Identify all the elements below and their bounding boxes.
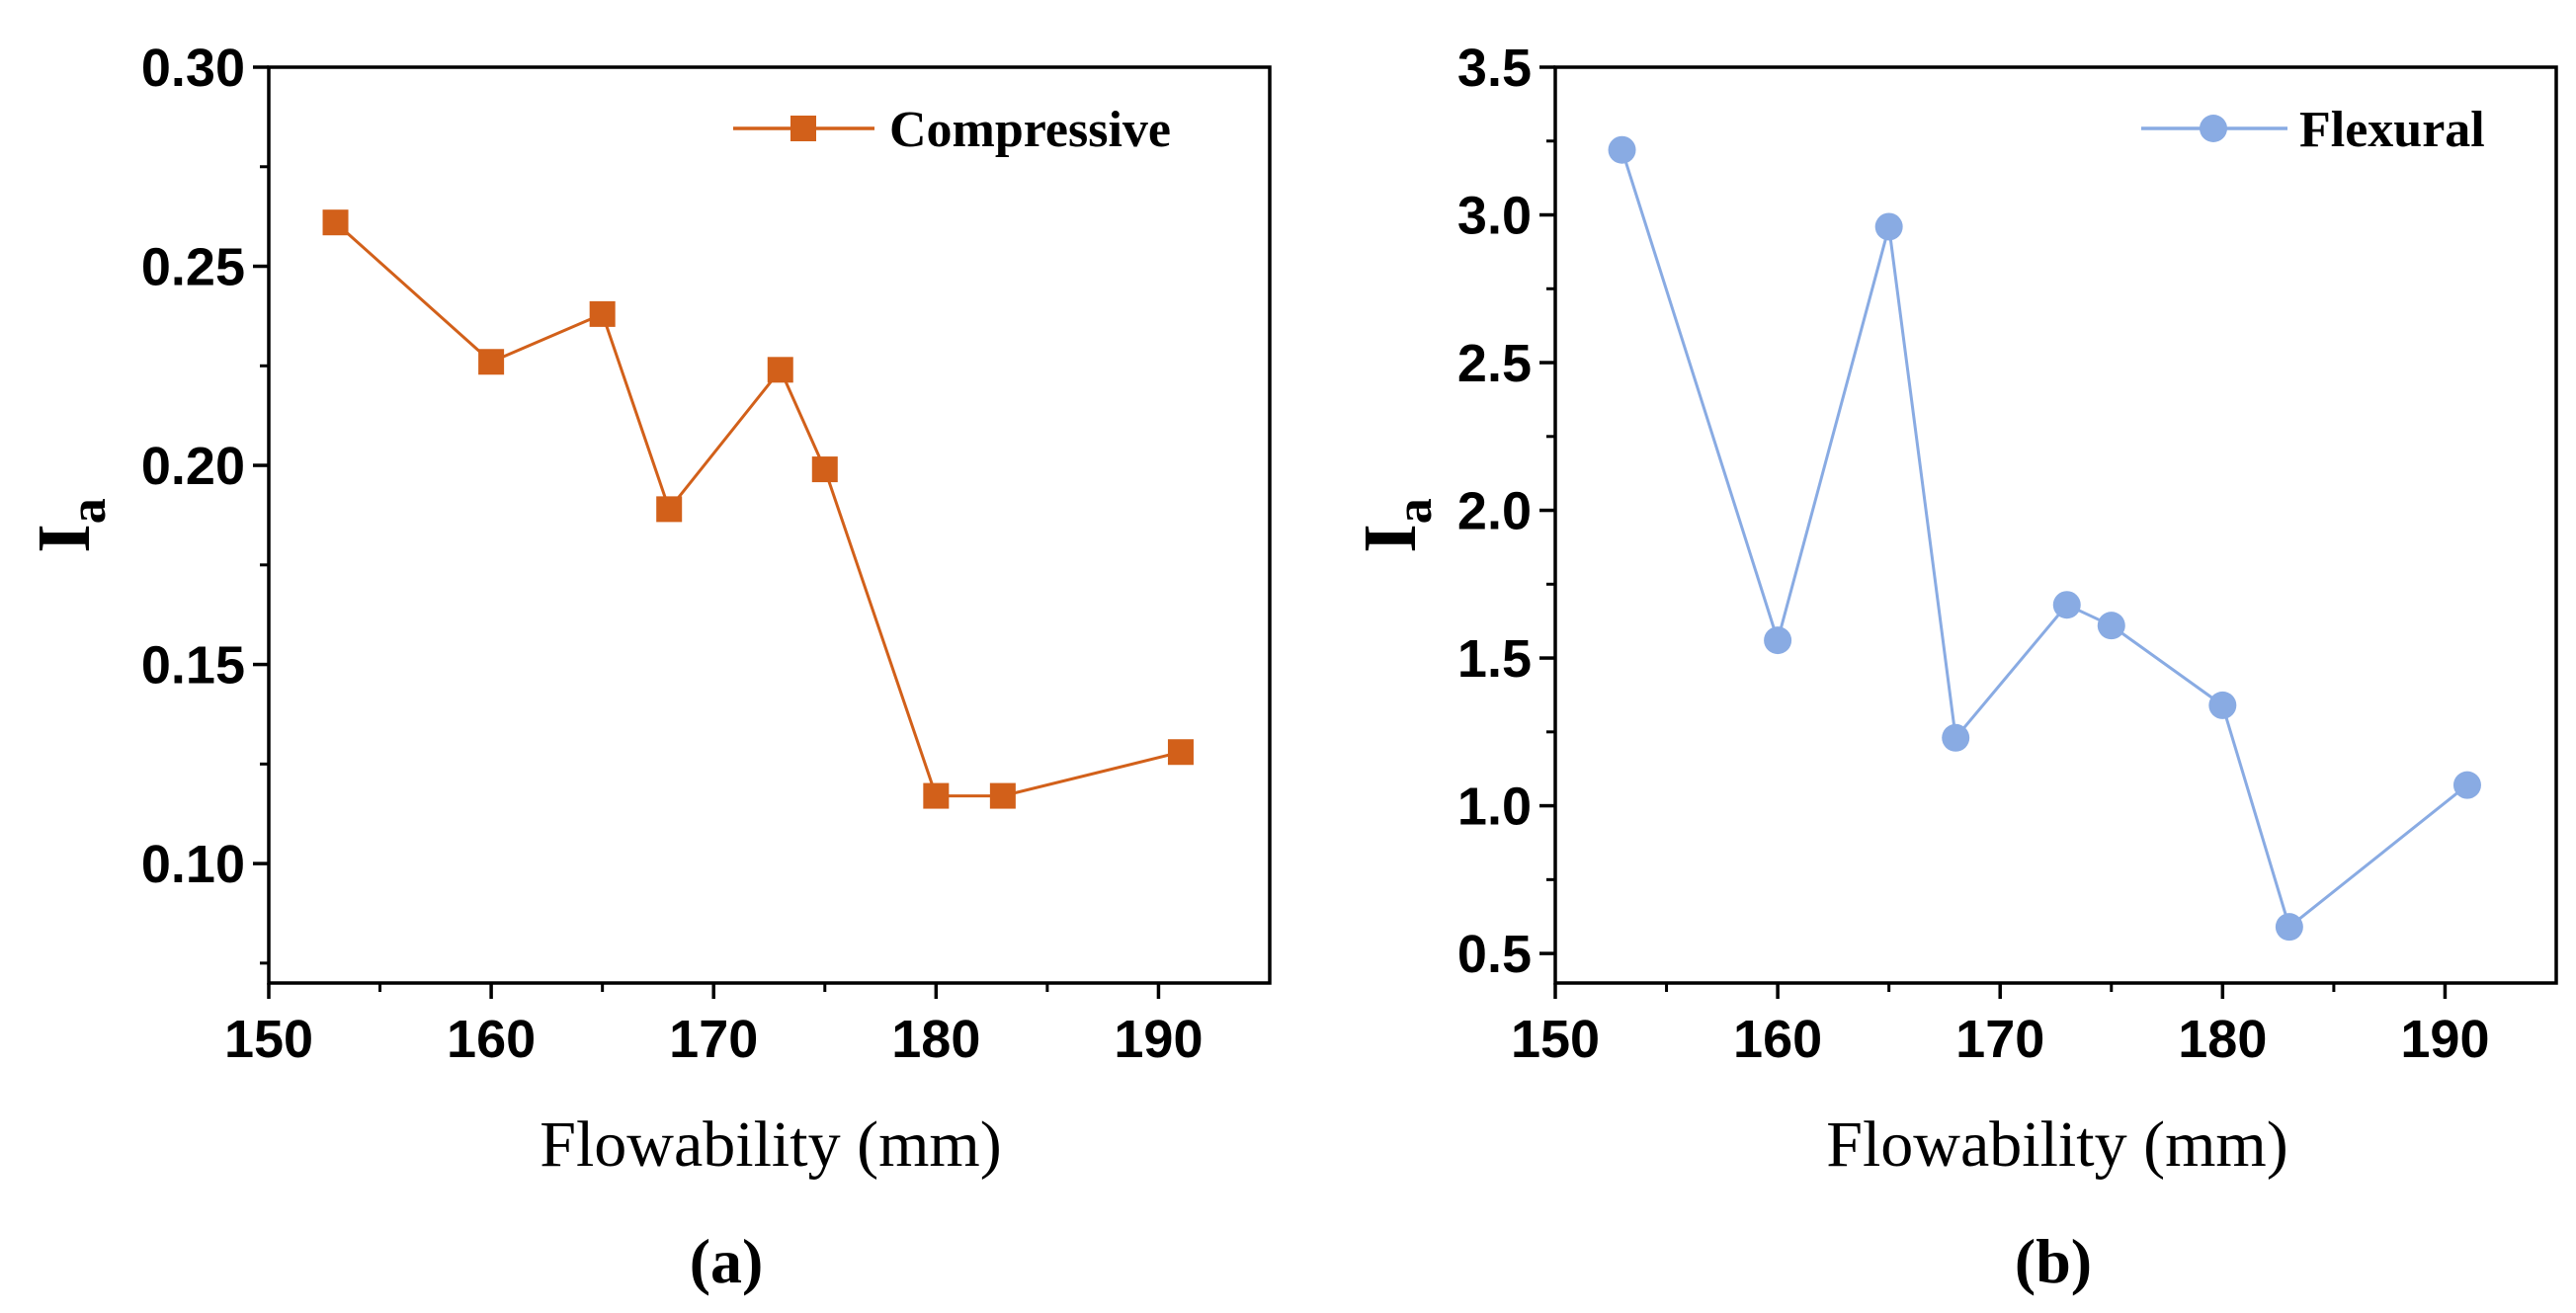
x-tick-label: 150 [1511, 1010, 1600, 1069]
data-point [2275, 913, 2303, 942]
x-tick-label: 160 [1733, 1010, 1822, 1069]
data-point [656, 496, 683, 523]
y-tick-label: 2.0 [1457, 482, 1532, 541]
legend-b: Flexural [2141, 102, 2485, 158]
chart-panel-b: 150 160 170 180 190 0.5 1.0 1.5 2.0 2.5 3.0 3.5 Fl… [1349, 39, 2558, 1296]
legend-marker-compressive [790, 116, 816, 141]
x-tick-label: 180 [2178, 1010, 2267, 1069]
data-point [1942, 723, 1970, 752]
plot-frame-a [267, 65, 1272, 985]
x-tick-label: 150 [224, 1010, 313, 1069]
y-tick-label: 0.10 [141, 835, 245, 894]
x-axis-ticks-a: 150 160 170 180 190 [224, 983, 1203, 1069]
x-tick-label: 160 [447, 1010, 536, 1069]
y-tick-label: 0.30 [141, 39, 245, 98]
x-tick-label: 190 [1114, 1010, 1203, 1069]
x-tick-label: 190 [2400, 1010, 2489, 1069]
x-tick-label: 170 [1955, 1010, 2044, 1069]
data-point [2452, 771, 2481, 799]
y-axis-label-sub-b: a [1386, 498, 1443, 524]
legend-marker-flexural [2200, 115, 2227, 142]
x-axis-label-b: Flowability (mm) [1826, 1108, 2287, 1181]
series-group-a [322, 209, 1194, 809]
data-point [1608, 135, 1636, 164]
y-tick-label: 3.5 [1457, 39, 1532, 98]
data-point [811, 456, 838, 483]
y-tick-label: 1.5 [1457, 629, 1532, 689]
data-point [2052, 591, 2081, 619]
y-axis-label-main-b: I [1349, 524, 1432, 553]
y-tick-label: 0.20 [141, 437, 245, 496]
panel-label-b: (b) [2015, 1226, 2092, 1296]
series-line-flexural [1620, 149, 2468, 929]
x-axis-label-a: Flowability (mm) [540, 1108, 1001, 1181]
data-point [589, 300, 616, 327]
data-point [2208, 691, 2237, 719]
y-axis-label-b: Ia [1349, 498, 1443, 553]
y-axis-label-main-a: I [23, 524, 106, 553]
y-axis-label-a: Ia [23, 498, 117, 553]
data-point [1167, 739, 1194, 766]
x-tick-label: 170 [669, 1010, 758, 1069]
data-point [322, 209, 349, 236]
data-point [478, 349, 505, 375]
y-axis-ticks-b: 0.5 1.0 1.5 2.0 2.5 3.0 3.5 [1457, 39, 1555, 984]
series-line-compressive [334, 221, 1182, 798]
data-point [2097, 612, 2125, 640]
y-axis-label-sub-a: a [60, 498, 117, 524]
panel-label-a: (a) [690, 1226, 764, 1296]
x-axis-ticks-b: 150 160 170 180 190 [1511, 983, 2489, 1069]
y-tick-label: 2.5 [1457, 334, 1532, 393]
y-tick-label: 0.5 [1457, 925, 1532, 984]
y-tick-label: 1.0 [1457, 778, 1532, 837]
y-tick-label: 0.15 [141, 636, 245, 696]
legend-label-flexural: Flexural [2299, 102, 2485, 158]
data-point [767, 357, 793, 383]
data-point [989, 782, 1016, 809]
chart-panel-a: 150 160 170 180 190 0.10 0.15 0.20 0.25 0.30 Com… [23, 39, 1272, 1296]
legend-label-compressive: Compressive [889, 102, 1171, 158]
y-axis-ticks-a: 0.10 0.15 0.20 0.25 0.30 [141, 39, 269, 965]
y-tick-label: 3.0 [1457, 187, 1532, 246]
data-point [923, 782, 950, 809]
data-point [1874, 212, 1903, 241]
series-group-b [1608, 135, 2481, 942]
data-point [1764, 626, 1792, 655]
legend-a: Compressive [733, 102, 1171, 158]
y-tick-label: 0.25 [141, 238, 245, 297]
x-tick-label: 180 [891, 1010, 980, 1069]
plot-frame-b [1553, 65, 2558, 985]
